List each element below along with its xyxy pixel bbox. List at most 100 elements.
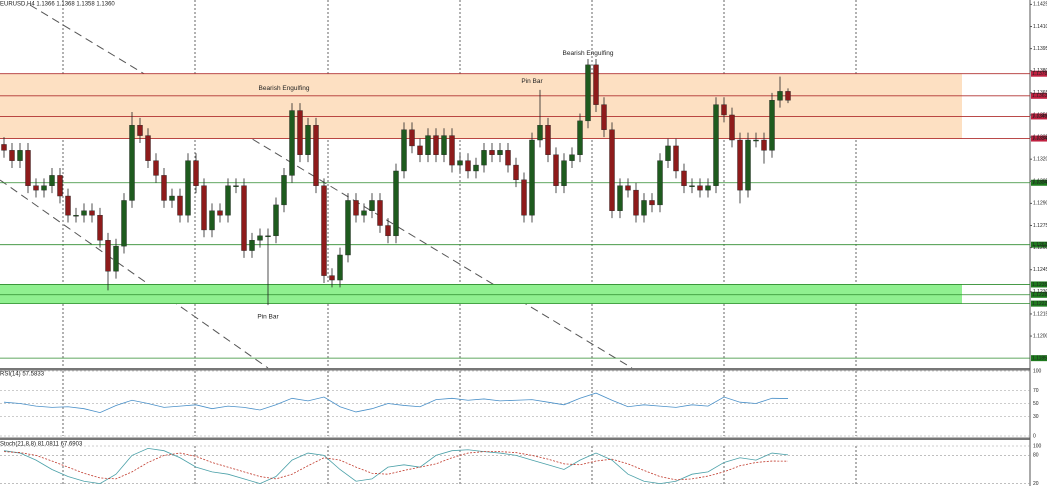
zone xyxy=(0,284,962,304)
y-tick-label: 1.1350 xyxy=(1033,112,1047,118)
y-tick-label: 1.1215 xyxy=(1033,311,1047,317)
candle-body xyxy=(705,185,711,191)
candle-body xyxy=(665,145,671,161)
panel-divider xyxy=(0,368,1030,371)
candle-body xyxy=(633,189,639,216)
candle-body xyxy=(729,114,735,141)
y-tick-label: 1.1320 xyxy=(1033,157,1047,163)
candle-body xyxy=(305,125,311,155)
candle-body xyxy=(65,195,71,216)
candle-body xyxy=(105,240,111,272)
candle-body xyxy=(169,195,175,201)
candle-body xyxy=(41,185,47,191)
level-tag xyxy=(1031,300,1047,307)
candle-body xyxy=(745,139,751,191)
candle-body xyxy=(497,150,503,155)
trendline xyxy=(29,4,633,369)
level-tag xyxy=(1031,281,1047,288)
candle-body xyxy=(417,145,423,155)
candle-body xyxy=(57,175,63,197)
candle-body xyxy=(121,200,127,247)
candle-body xyxy=(537,125,543,141)
candle-body xyxy=(585,64,591,122)
layout xyxy=(0,0,1031,486)
candle-body xyxy=(433,135,439,155)
chart-title: EURUSD,H4 1.1366 1.1368 1.1358 1.1360 xyxy=(0,2,115,8)
level-label: 1.1378 xyxy=(1032,71,1047,77)
y-tick-label: 1.1425 xyxy=(1033,2,1047,8)
candle-body xyxy=(777,91,783,101)
y-tick-label: 1.1230 xyxy=(1033,289,1047,295)
level-label: 1.1222 xyxy=(1032,301,1047,307)
level-label: 1.1349 xyxy=(1032,114,1047,120)
candle-body xyxy=(113,245,119,272)
candle-body xyxy=(785,91,791,101)
candle-body xyxy=(273,204,279,237)
candle-body xyxy=(129,125,135,201)
candle-body xyxy=(313,125,319,186)
y-tick-label: 1.1260 xyxy=(1033,245,1047,251)
candle-body xyxy=(769,100,775,151)
candle-body xyxy=(209,210,215,231)
candle-body xyxy=(761,139,767,151)
candle-body xyxy=(697,185,703,191)
candle-body xyxy=(81,210,87,216)
y-tick-label: 1.1245 xyxy=(1033,267,1047,273)
candle-body xyxy=(257,235,263,241)
y-tick-label: 1.1200 xyxy=(1033,333,1047,339)
candle-body xyxy=(249,240,255,251)
y-tick-label: 100 xyxy=(1033,443,1042,449)
candle-body xyxy=(457,160,463,166)
candle-body xyxy=(489,150,495,155)
candle-body xyxy=(513,164,519,181)
level-tag xyxy=(1031,355,1047,362)
candle-body xyxy=(9,150,15,161)
y-tick-label: 1.1275 xyxy=(1033,223,1047,229)
candle-body xyxy=(177,195,183,216)
candle-body xyxy=(193,160,199,186)
candle-body xyxy=(393,170,399,237)
trendline xyxy=(0,179,269,369)
level-tag xyxy=(1031,70,1047,77)
candle-body xyxy=(137,125,143,136)
annotation: Pin Bar xyxy=(257,314,279,321)
y-tick-label: 80 xyxy=(1033,453,1039,459)
candle-body xyxy=(97,214,103,241)
candle-body xyxy=(321,185,327,276)
y-tick-label: 1.1395 xyxy=(1033,46,1047,52)
candle-body xyxy=(385,225,391,237)
candle-body xyxy=(649,200,655,206)
candle-body xyxy=(577,120,583,155)
indicator-line xyxy=(3,447,789,485)
candle-body xyxy=(353,200,359,216)
candle-body xyxy=(609,129,615,211)
level-label: 1.1235 xyxy=(1032,282,1047,288)
candle-body xyxy=(361,210,367,216)
candle-body xyxy=(145,135,151,161)
candle-body xyxy=(409,129,415,147)
level-label: 1.1228 xyxy=(1032,292,1047,298)
level-tag xyxy=(1031,241,1047,248)
candle-body xyxy=(641,200,647,216)
candle-body xyxy=(561,160,567,186)
y-tick-label: 1.1290 xyxy=(1033,201,1047,207)
annotation: Pin Bar xyxy=(521,78,543,85)
candle-body xyxy=(153,160,159,176)
level-tag xyxy=(1031,135,1047,142)
zone xyxy=(0,73,962,139)
candle-body xyxy=(593,64,599,105)
candle-body xyxy=(289,110,295,176)
level-tag xyxy=(1031,92,1047,99)
level-label: 1.1185 xyxy=(1032,355,1047,361)
panel-divider xyxy=(0,437,1030,440)
y-tick-label: 50 xyxy=(1033,401,1039,407)
candle-body xyxy=(657,160,663,206)
y-tick-label: 1.1365 xyxy=(1033,90,1047,96)
candle-body xyxy=(161,175,167,201)
candle-body xyxy=(673,145,679,172)
candle-body xyxy=(617,185,623,211)
annotation: Bearish Engulfing xyxy=(563,50,614,57)
candle-body xyxy=(233,185,239,187)
candle-body xyxy=(281,175,287,206)
